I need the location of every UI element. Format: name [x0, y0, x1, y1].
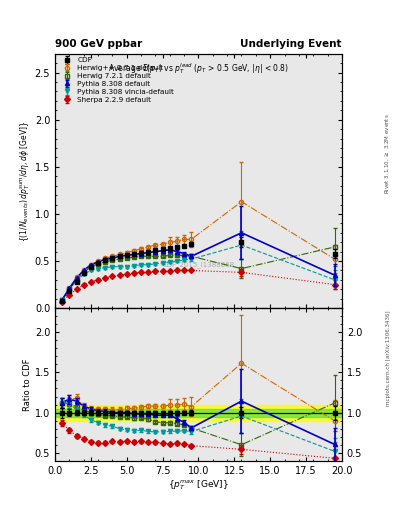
Text: 900 GeV ppbar: 900 GeV ppbar [55, 38, 142, 49]
Bar [55, 409, 342, 417]
Text: Underlying Event: Underlying Event [241, 38, 342, 49]
Text: Rivet 3.1.10, $\geq$ 3.2M events: Rivet 3.1.10, $\geq$ 3.2M events [384, 113, 391, 194]
Bar [55, 404, 342, 421]
Text: mcplots.cern.ch [arXiv:1306.3436]: mcplots.cern.ch [arXiv:1306.3436] [386, 311, 391, 406]
Text: Average $\Sigma(p_T)$ vs $p_T^{lead}$ ($p_T$ > 0.5 GeV, $|\eta|$ < 0.8): Average $\Sigma(p_T)$ vs $p_T^{lead}$ ($… [108, 61, 289, 76]
Text: CDF_2015_I1388868: CDF_2015_I1388868 [162, 262, 235, 268]
Legend: CDF, Herwig++ 2.7.1 default, Herwig 7.2.1 default, Pythia 8.308 default, Pythia : CDF, Herwig++ 2.7.1 default, Herwig 7.2.… [57, 56, 176, 104]
Y-axis label: $\{(1/N_{events})\, dp_T^{sum}/d\eta, d\phi$ [GeV]$\}$: $\{(1/N_{events})\, dp_T^{sum}/d\eta, d\… [18, 120, 32, 242]
X-axis label: $\{p_T^{max}$ [GeV]$\}$: $\{p_T^{max}$ [GeV]$\}$ [168, 478, 229, 492]
Y-axis label: Ratio to CDF: Ratio to CDF [23, 358, 32, 411]
